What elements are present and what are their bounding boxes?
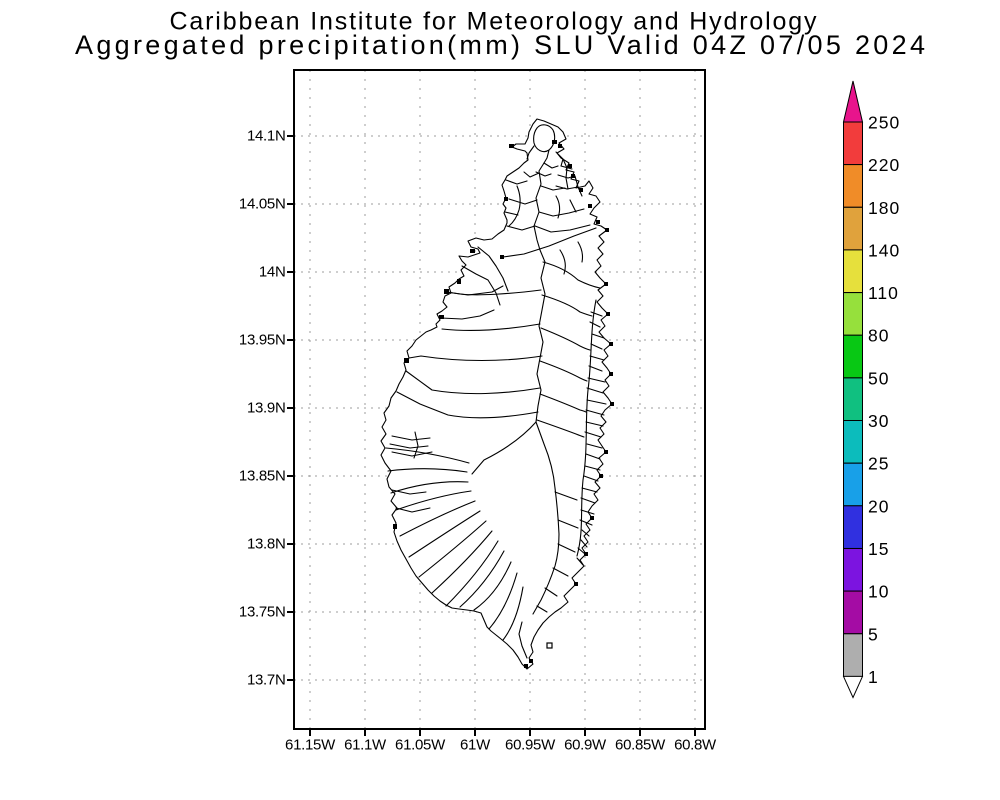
svg-text:61W: 61W <box>460 737 491 754</box>
svg-text:13.95N: 13.95N <box>239 332 286 349</box>
svg-text:13.85N: 13.85N <box>239 468 286 485</box>
svg-text:5: 5 <box>868 624 879 644</box>
svg-text:1: 1 <box>868 667 879 687</box>
svg-text:250: 250 <box>868 113 900 133</box>
svg-text:50: 50 <box>868 368 889 388</box>
svg-text:13.7N: 13.7N <box>247 672 286 689</box>
svg-text:140: 140 <box>868 240 900 260</box>
svg-text:14N: 14N <box>259 264 286 281</box>
svg-text:13.75N: 13.75N <box>239 604 286 621</box>
svg-text:20: 20 <box>868 496 889 516</box>
svg-text:14.1N: 14.1N <box>247 128 286 145</box>
svg-text:60.95W: 60.95W <box>505 737 556 754</box>
svg-text:60.9W: 60.9W <box>564 737 607 754</box>
svg-text:61.15W: 61.15W <box>285 737 336 754</box>
svg-text:15: 15 <box>868 539 889 559</box>
svg-text:60.85W: 60.85W <box>615 737 666 754</box>
svg-text:25: 25 <box>868 454 889 474</box>
svg-text:14.05N: 14.05N <box>239 196 286 213</box>
svg-text:220: 220 <box>868 155 900 175</box>
svg-text:Caribbean Institute for Meteor: Caribbean Institute for Meteorology and … <box>170 8 818 36</box>
svg-text:13.8N: 13.8N <box>247 536 286 553</box>
svg-text:13.9N: 13.9N <box>247 400 286 417</box>
svg-text:Aggregated precipitation(mm) S: Aggregated precipitation(mm) SLU Valid 0… <box>75 30 925 60</box>
svg-text:110: 110 <box>868 283 899 303</box>
svg-text:10: 10 <box>868 582 889 602</box>
svg-text:60.8W: 60.8W <box>674 737 717 754</box>
svg-text:180: 180 <box>868 198 900 218</box>
svg-text:61.1W: 61.1W <box>344 737 387 754</box>
svg-text:61.05W: 61.05W <box>395 737 446 754</box>
svg-text:80: 80 <box>868 326 889 346</box>
svg-text:30: 30 <box>868 411 889 431</box>
